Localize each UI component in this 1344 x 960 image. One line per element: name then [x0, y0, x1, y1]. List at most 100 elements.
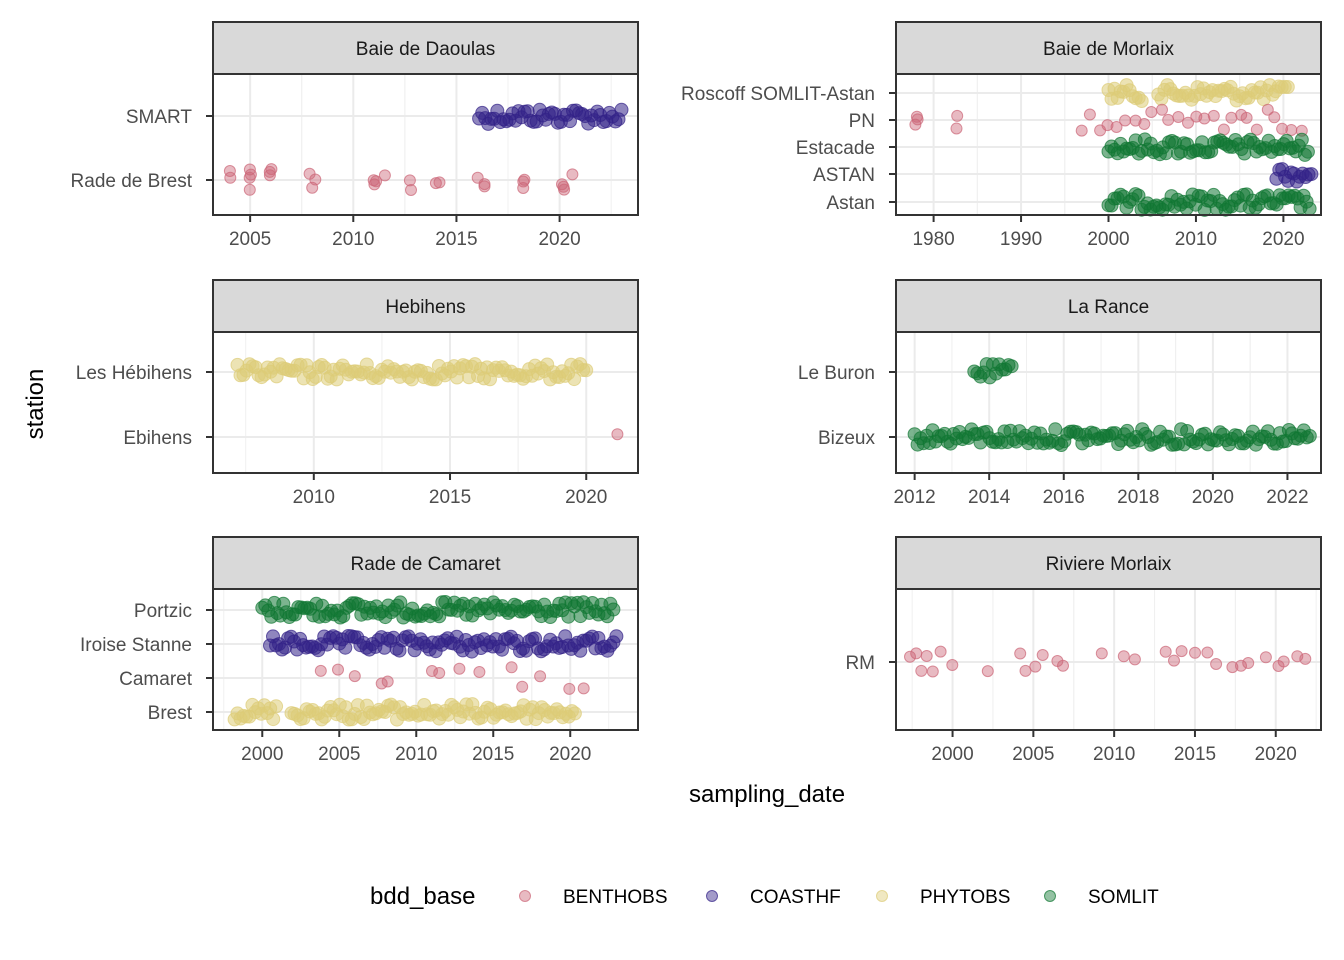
data-point: [1210, 658, 1223, 670]
x-tick-label: 2000: [1087, 229, 1129, 250]
x-tick-label: 2015: [429, 487, 471, 508]
data-point: [1131, 188, 1146, 203]
x-tick-label: 2015: [472, 744, 514, 765]
data-point: [1138, 118, 1151, 130]
data-point: [1134, 94, 1149, 108]
data-point: [926, 665, 939, 678]
plot-background: [896, 332, 1321, 473]
data-point: [453, 662, 466, 675]
data-point: [1268, 111, 1281, 124]
x-tick-label: 2018: [1117, 487, 1159, 508]
data-point: [904, 650, 916, 663]
x-tick-label: 2010: [293, 487, 335, 508]
data-point: [1189, 646, 1201, 659]
x-tick-label: 2005: [318, 744, 360, 765]
y-tick-label: Iroise Stanne: [80, 635, 192, 656]
data-point: [1029, 660, 1042, 673]
data-point: [1101, 119, 1114, 132]
data-point: [1240, 111, 1253, 124]
panel-border: [212, 73, 639, 216]
y-tick-label: PN: [849, 111, 875, 132]
x-tick-label: 1980: [912, 229, 954, 250]
data-point: [306, 181, 319, 194]
legend-key-phytobs: [876, 890, 888, 902]
plot-background: [213, 332, 638, 473]
panels-layer: Baie de Daoulas 2005 2010 2015 2020 SMART Rade…: [71, 21, 1322, 765]
data-point: [1048, 422, 1063, 437]
x-tick-label: 2000: [241, 744, 283, 765]
data-point: [1294, 132, 1309, 147]
data-point: [1004, 359, 1019, 374]
data-point: [1014, 647, 1027, 660]
data-point: [910, 647, 923, 660]
data-point: [266, 712, 281, 727]
legend-key-somlit: [1044, 890, 1056, 902]
data-point: [1156, 103, 1168, 116]
data-point: [614, 102, 629, 117]
data-point: [1019, 664, 1032, 677]
panel-border: [895, 331, 1322, 474]
legend-key-coasthf: [706, 890, 718, 902]
data-point: [1261, 103, 1274, 116]
data-point: [566, 168, 579, 181]
panel-border: [895, 73, 1322, 216]
y-tick-label: Le Buron: [798, 363, 875, 384]
data-point: [1217, 123, 1230, 136]
x-tick-label: 2010: [1093, 744, 1135, 765]
data-point: [505, 661, 518, 674]
data-point: [950, 122, 963, 135]
data-point: [1162, 113, 1175, 126]
data-point: [1235, 659, 1247, 672]
panel-title: Rade de Camaret: [351, 554, 502, 575]
data-point: [1280, 80, 1295, 94]
legend-title: bdd_base: [370, 883, 475, 910]
data-point: [557, 180, 570, 193]
panel-title: Hebihens: [385, 297, 465, 318]
panel-4: Rade de Camaret 2000 2005 2010 2015 2020 Portz…: [80, 536, 639, 765]
data-point: [367, 174, 380, 187]
data-point: [1259, 651, 1272, 664]
data-point: [1095, 647, 1108, 660]
x-tick-label: 2020: [1192, 487, 1234, 508]
panel-border: [895, 588, 1322, 731]
data-point: [606, 602, 621, 617]
data-point: [348, 670, 361, 683]
panel-border: [212, 588, 639, 731]
data-point: [1250, 123, 1263, 136]
data-point: [405, 184, 417, 196]
plot-background: [213, 74, 638, 215]
y-tick-label: Ebihens: [123, 428, 192, 449]
panel-title: Riviere Morlaix: [1046, 554, 1172, 575]
y-tick-label: Estacade: [796, 138, 875, 159]
data-point: [1226, 661, 1239, 674]
data-point: [1172, 111, 1185, 123]
legend-label-somlit: SOMLIT: [1088, 887, 1159, 908]
data-point: [1083, 108, 1096, 121]
data-point: [478, 180, 491, 193]
y-tick-label: Les Hébihens: [76, 363, 192, 384]
y-tick-label: RM: [845, 653, 875, 674]
data-point: [567, 706, 582, 721]
data-point: [1242, 657, 1255, 669]
y-axis-title: station: [22, 369, 49, 440]
data-point: [609, 629, 624, 644]
data-point: [934, 645, 947, 658]
x-tick-label: 2020: [538, 229, 580, 250]
data-point: [911, 113, 924, 126]
data-point: [517, 175, 530, 188]
data-point: [1128, 653, 1141, 666]
data-point: [381, 675, 394, 688]
panel-border: [212, 331, 639, 474]
y-tick-label: Camaret: [119, 669, 193, 690]
x-tick-label: 2010: [1175, 229, 1217, 250]
data-point: [946, 659, 959, 671]
data-point: [1299, 652, 1312, 665]
y-tick-label: Astan: [826, 193, 875, 214]
legend-label-coasthf: COASTHF: [750, 887, 841, 908]
data-point: [393, 595, 408, 610]
x-tick-label: 2022: [1266, 487, 1308, 508]
data-point: [951, 109, 964, 122]
y-tick-label: ASTAN: [813, 165, 875, 186]
legend-label-benthobs: BENTHOBS: [563, 887, 668, 908]
